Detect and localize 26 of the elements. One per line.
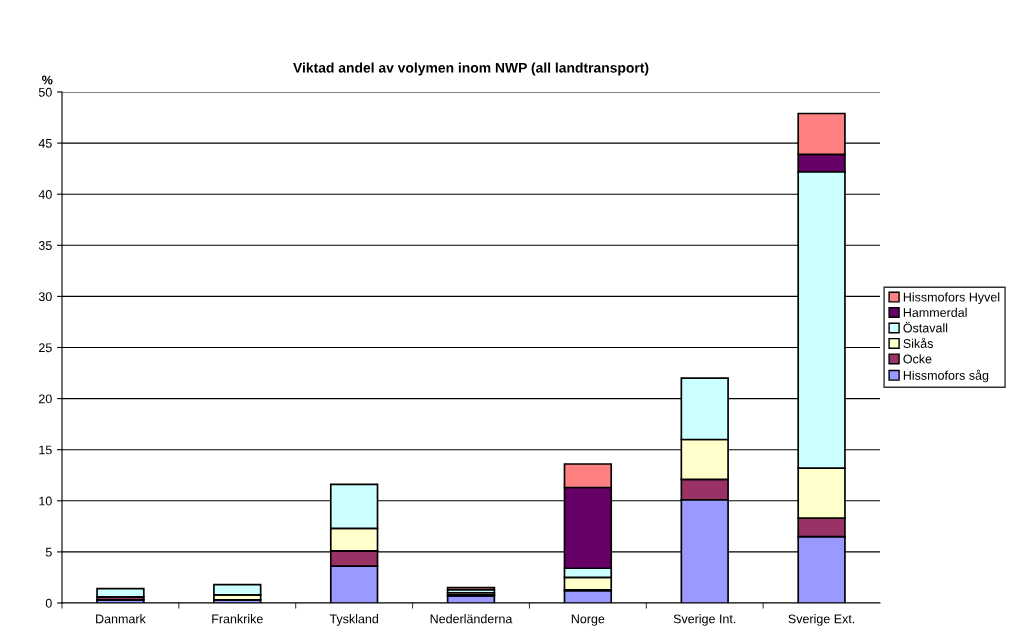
y-tick-label: 40 [38, 190, 52, 199]
x-tick-label: Tyskland [329, 614, 378, 626]
legend-label: Hissmofors såg [903, 369, 989, 383]
x-tick-label: Sverige Ext. [788, 614, 855, 626]
y-tick-label: 50 [38, 87, 52, 97]
y-tick-label: 20 [39, 394, 52, 404]
legend-label: Sikås [903, 337, 933, 348]
y-tick-label: 10 [39, 496, 52, 506]
y-tick-label: 5 [45, 547, 52, 557]
legend-label: Ocke [903, 354, 932, 364]
y-tick-label: 0 [45, 598, 52, 608]
y-axis-title: % [42, 75, 53, 85]
y-tick-label: 45 [38, 139, 52, 148]
legend-label: Hammerdal [903, 307, 967, 317]
y-tick-label: 30 [38, 292, 52, 302]
legend-label: Östavall [903, 321, 948, 333]
chart-title: Viktad andel av volymen inom NWP (all landtransport) [293, 62, 649, 76]
x-tick-label: Danmark [96, 614, 146, 624]
y-tick-label: 35 [38, 241, 52, 250]
x-tick-label: Norge [571, 614, 605, 626]
y-tick-label: 25 [39, 343, 52, 353]
x-tick-label: Frankrike [212, 614, 263, 624]
x-tick-label: Nederländerna [430, 614, 513, 624]
x-tick-label: Sverige Int. [673, 614, 736, 626]
legend-label: Hissmofors Hyvel [903, 292, 1000, 304]
y-tick-label: 15 [39, 445, 52, 455]
